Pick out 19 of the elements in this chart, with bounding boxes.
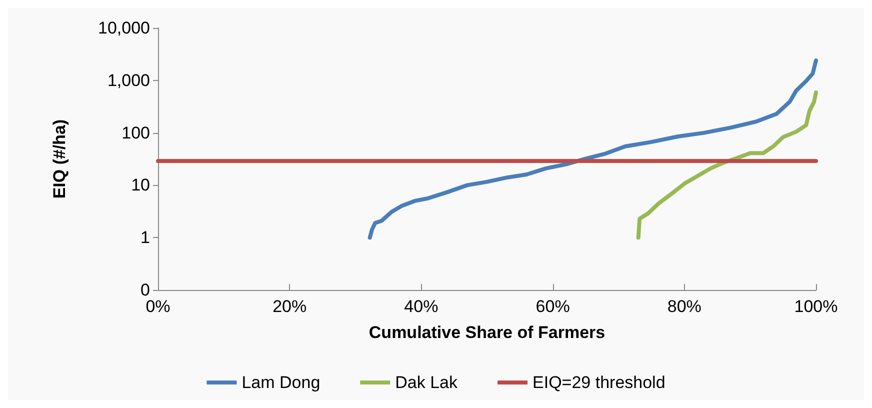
legend-label: Lam Dong [242, 373, 320, 392]
x-tick-label: 100% [794, 297, 838, 316]
y-tick-label: 10 [131, 176, 150, 195]
y-tick-label: 1 [140, 228, 150, 248]
y-tick-label: 1,000 [107, 70, 150, 90]
legend-label: Dak Lak [395, 373, 458, 392]
x-tick-label: 40% [404, 297, 438, 316]
x-axis-title: Cumulative Share of Farmers [368, 323, 606, 342]
x-tick-label: 20% [272, 297, 307, 316]
line-series [636, 90, 818, 240]
x-tick-label: 60% [536, 297, 570, 316]
y-tick-label: 0 [140, 280, 150, 300]
x-tick-label: 0% [146, 297, 170, 316]
y-tick-label: 10,000 [98, 18, 150, 38]
y-axis-title: EIQ (#/ha) [50, 119, 69, 199]
x-tick-label: 80% [667, 297, 702, 316]
y-tick-label: 100 [122, 123, 150, 142]
line-series [368, 58, 818, 240]
legend-label: EIQ=29 threshold [532, 373, 666, 392]
